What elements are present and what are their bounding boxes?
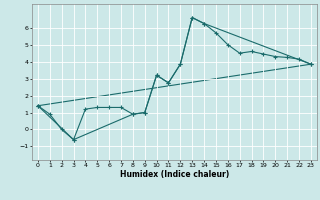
- X-axis label: Humidex (Indice chaleur): Humidex (Indice chaleur): [120, 170, 229, 179]
